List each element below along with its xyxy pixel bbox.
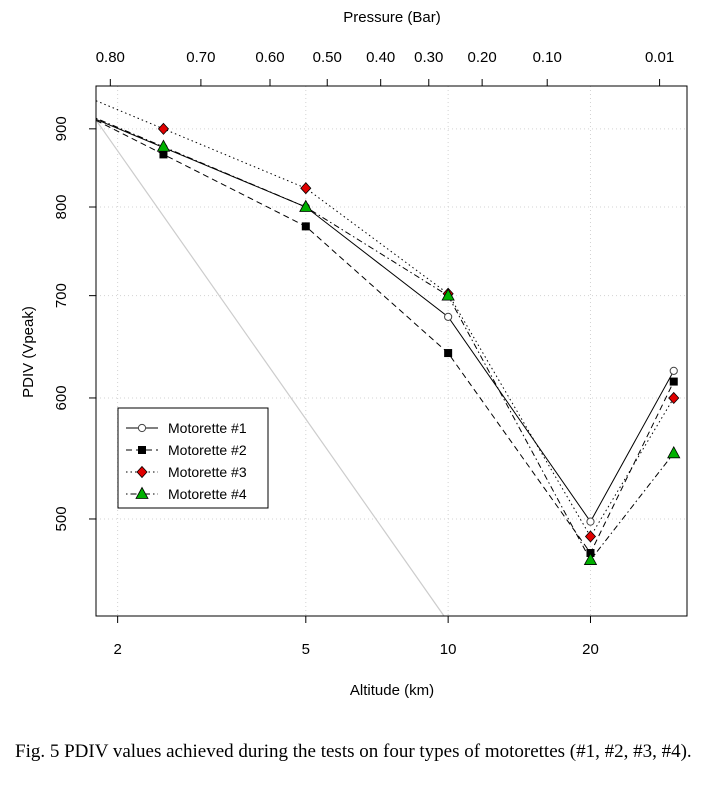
x-axis-top: 0.80 0.70 0.60 0.50 0.40 0.30 0.20 0.10 0.01 <box>96 49 674 86</box>
x-tick-label: 20 <box>582 641 599 658</box>
legend-label-1: Motorette #1 <box>168 420 247 436</box>
y-tick-label: 600 <box>53 385 70 410</box>
legend-label-2: Motorette #2 <box>168 442 247 458</box>
legend-label-4: Motorette #4 <box>168 486 247 502</box>
series-3-point <box>668 391 680 405</box>
series-1-point <box>444 312 453 321</box>
series-line-4 <box>95 117 675 561</box>
series-line-3 <box>95 100 675 538</box>
series-lines <box>95 100 675 561</box>
y-tick-label: 800 <box>53 194 70 219</box>
pdiv-chart: 2 5 10 20 0.80 0.70 0.60 0.50 0.40 0.30 0.20 0.10 0… <box>20 9 688 699</box>
figure-caption: Fig. 5 PDIV values achieved during the t… <box>15 741 692 762</box>
reference-diagonal <box>95 119 445 617</box>
x-axis-bottom: 2 5 10 20 <box>113 616 599 658</box>
y-axis-left: 500 600 700 800 900 <box>53 116 96 531</box>
legend-marker-4 <box>135 486 149 499</box>
series-3-point <box>157 122 170 135</box>
top-tick-label: 0.80 <box>96 49 125 66</box>
x-axis-title: Altitude (km) <box>350 682 434 699</box>
series-3-point <box>300 182 312 195</box>
top-tick-label: 0.10 <box>533 49 562 66</box>
legend-marker-3 <box>136 465 148 479</box>
top-axis-title: Pressure (Bar) <box>343 9 441 26</box>
series-4-point <box>299 199 313 212</box>
series-2-point <box>159 150 168 159</box>
series-line-1 <box>95 118 675 523</box>
top-tick-label: 0.01 <box>645 49 674 66</box>
series-4-point <box>156 139 171 152</box>
legend: Motorette #1 Motorette #2 Motorette #3 Moto… <box>117 407 269 509</box>
y-tick-label: 500 <box>53 506 70 531</box>
legend-label-3: Motorette #3 <box>168 464 247 480</box>
reference-line <box>95 119 445 617</box>
series-4-point <box>441 288 455 301</box>
x-tick-label: 5 <box>302 641 310 658</box>
series-2-point <box>669 377 678 386</box>
x-tick-label: 10 <box>440 641 457 658</box>
series-2-point <box>444 349 453 358</box>
top-tick-label: 0.70 <box>186 49 215 66</box>
gridlines <box>96 86 687 616</box>
y-tick-label: 700 <box>53 283 70 308</box>
top-tick-label: 0.50 <box>313 49 342 66</box>
series-points <box>156 122 681 565</box>
top-tick-label: 0.40 <box>366 49 395 66</box>
top-tick-label: 0.60 <box>255 49 284 66</box>
legend-marker-1 <box>137 423 147 433</box>
x-tick-label: 2 <box>113 641 121 658</box>
series-4-point <box>667 445 681 459</box>
top-tick-label: 0.30 <box>414 49 443 66</box>
series-3-point <box>584 530 597 543</box>
plot-frame <box>95 85 688 617</box>
series-1-point <box>586 517 595 526</box>
series-1-point <box>669 366 678 375</box>
series-line-2 <box>95 119 675 554</box>
legend-marker-2 <box>138 446 146 454</box>
series-4-point <box>583 552 598 565</box>
y-tick-label: 900 <box>53 116 70 141</box>
top-tick-label: 0.20 <box>468 49 497 66</box>
y-axis-title: PDIV (Vpeak) <box>20 306 37 398</box>
series-2-point <box>301 222 310 231</box>
